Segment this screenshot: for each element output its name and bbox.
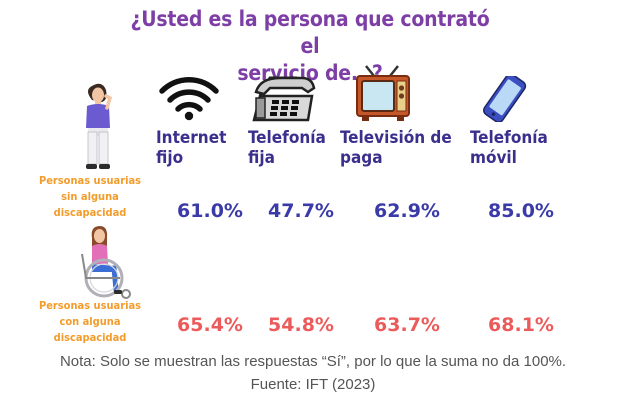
- service-label-telefonia-movil: Telefonía móvil: [470, 128, 548, 168]
- footnote: Nota: Solo se muestran las respuestas “S…: [59, 353, 567, 370]
- value-sin-television-de-paga: 62.9%: [374, 200, 440, 222]
- value-con-telefonia-fija: 54.8%: [268, 314, 334, 336]
- person-standing-icon: [86, 83, 113, 169]
- value-sin-internet-fijo: 61.0%: [177, 200, 243, 222]
- person-wheelchair-icon: [81, 226, 131, 299]
- wifi-icon: [159, 76, 219, 121]
- value-con-internet-fijo: 65.4%: [177, 314, 243, 336]
- group-label-sin-discapacidad: Personas usuarias sin alguna discapacida…: [38, 174, 142, 219]
- value-con-television-de-paga: 63.7%: [374, 314, 440, 336]
- value-sin-telefonia-fija: 47.7%: [268, 200, 334, 222]
- source-note: Fuente: IFT (2023): [250, 376, 376, 393]
- landline-phone-icon: [252, 76, 316, 122]
- chart-title: ¿Usted es la persona que contrató el ser…: [120, 6, 500, 87]
- service-label-internet-fijo: Internet fijo: [156, 128, 227, 168]
- chart-title-line-1: ¿Usted es la persona que contrató el: [130, 7, 490, 58]
- television-icon: [356, 65, 410, 121]
- value-sin-telefonia-movil: 85.0%: [488, 200, 554, 222]
- mobile-phone-icon: [483, 76, 527, 122]
- service-label-telefonia-fija: Telefonía fija: [248, 128, 326, 168]
- service-label-television-de-paga: Televisión de paga: [340, 128, 452, 168]
- group-label-con-discapacidad: Personas usuarias con alguna discapacida…: [38, 299, 142, 344]
- value-con-telefonia-movil: 68.1%: [488, 314, 554, 336]
